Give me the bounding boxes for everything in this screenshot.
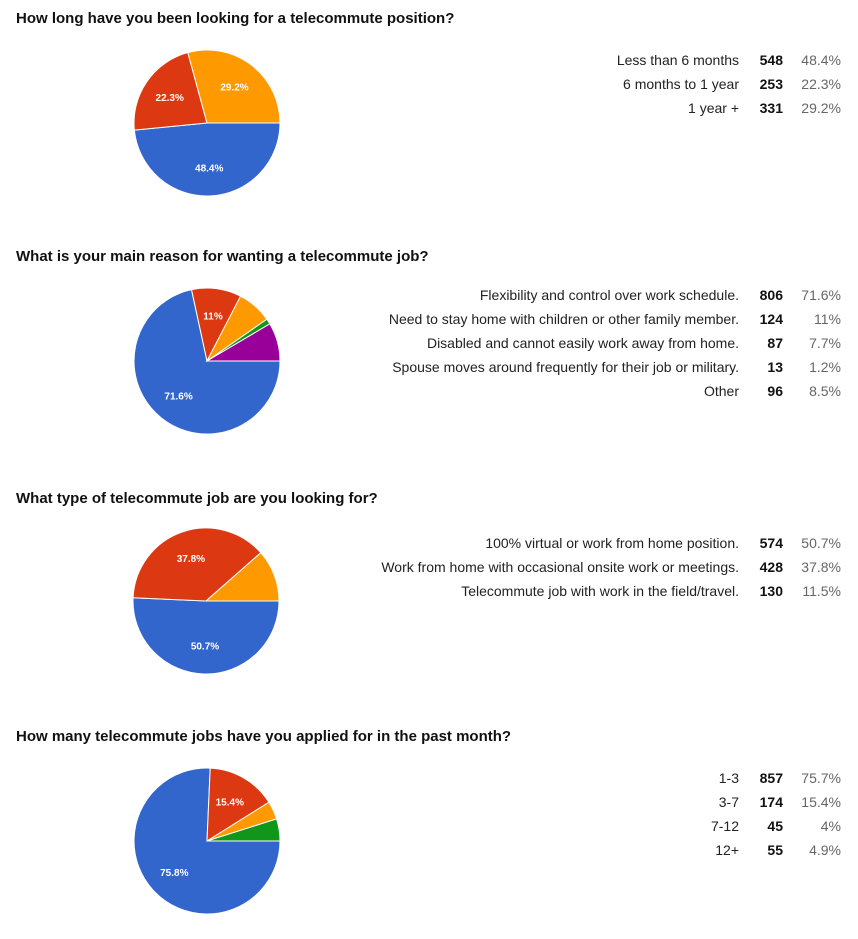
legend-count: 124 (759, 311, 783, 327)
slice-percent-label: 29.2% (220, 83, 248, 94)
legend-count: 13 (767, 359, 783, 375)
legend-row: 7-12 45 4% (711, 814, 841, 838)
legend-row: Telecommute job with work in the field/t… (381, 579, 841, 603)
legend-percent: 75.7% (801, 770, 841, 786)
legend-percent: 8.5% (809, 383, 841, 399)
legend-row: Less than 6 months 548 48.4% (617, 48, 841, 72)
legend-row: Disabled and cannot easily work away fro… (389, 331, 841, 355)
legend-label: 3-7 (718, 794, 739, 810)
pie-chart: 50.7% 37.8% (132, 527, 280, 675)
legend-percent: 15.4% (801, 794, 841, 810)
question-section-2: What is your main reason for wanting a t… (0, 248, 858, 468)
question-section-3: What type of telecommute job are you loo… (0, 490, 858, 710)
legend-count: 45 (767, 818, 783, 834)
legend-count: 130 (759, 583, 783, 599)
pie-slice (133, 51, 208, 131)
pie-slice (133, 122, 281, 197)
legend-percent: 4% (820, 818, 841, 834)
legend-percent: 1.2% (809, 359, 841, 375)
legend-table: 100% virtual or work from home position.… (381, 531, 841, 603)
legend-label: Telecommute job with work in the field/t… (461, 583, 739, 599)
legend-row: Spouse moves around frequently for their… (389, 355, 841, 379)
legend-percent: 29.2% (801, 100, 841, 116)
legend-percent: 50.7% (801, 535, 841, 551)
pie-slice (187, 49, 281, 124)
legend-percent: 37.8% (801, 559, 841, 575)
legend-table: 1-3 857 75.7% 3-7 174 15.4% 7-12 45 4% 1… (711, 766, 841, 862)
legend-label: 7-12 (710, 818, 739, 834)
legend-label: 1 year + (688, 100, 739, 116)
slice-percent-label: 22.3% (156, 93, 184, 104)
question-title: How many telecommute jobs have you appli… (16, 728, 512, 745)
pie-slice (206, 818, 281, 842)
legend-table: Flexibility and control over work schedu… (389, 283, 841, 403)
pie-chart: 71.6% 11% (133, 287, 281, 435)
legend-percent: 48.4% (801, 52, 841, 68)
legend-row: 6 months to 1 year 253 22.3% (617, 72, 841, 96)
legend-label: 12+ (715, 842, 739, 858)
legend-row: Need to stay home with children or other… (389, 307, 841, 331)
question-title: What is your main reason for wanting a t… (16, 248, 429, 265)
slice-percent-label: 48.4% (195, 164, 223, 175)
legend-percent: 7.7% (809, 335, 841, 351)
legend-count: 548 (759, 52, 783, 68)
pie-slice (132, 597, 280, 675)
pie-slice (205, 323, 281, 362)
legend-percent: 4.9% (809, 842, 841, 858)
legend-row: 3-7 174 15.4% (711, 790, 841, 814)
legend-row: Flexibility and control over work schedu… (389, 283, 841, 307)
legend-label: Less than 6 months (616, 52, 739, 68)
legend-row: 1 year + 331 29.2% (617, 96, 841, 120)
legend-table: Less than 6 months 548 48.4% 6 months to… (617, 48, 841, 120)
legend-count: 428 (759, 559, 783, 575)
legend-percent: 71.6% (801, 287, 841, 303)
slice-percent-label: 71.6% (164, 392, 192, 403)
slice-percent-label: 15.4% (216, 797, 244, 808)
legend-percent: 11% (814, 311, 841, 327)
legend-row: Other 96 8.5% (389, 379, 841, 403)
question-section-1: How long have you been looking for a tel… (0, 10, 858, 230)
legend-count: 331 (759, 100, 783, 116)
legend-count: 857 (759, 770, 783, 786)
legend-label: Flexibility and control over work schedu… (479, 287, 739, 303)
legend-row: Work from home with occasional onsite wo… (381, 555, 841, 579)
legend-count: 574 (759, 535, 783, 551)
legend-percent: 22.3% (801, 76, 841, 92)
legend-label: Other (703, 383, 739, 399)
pie-chart: 48.4% 22.3% 29.2% (133, 49, 281, 197)
legend-label: Spouse moves around frequently for their… (392, 359, 739, 375)
pie-slice (132, 527, 262, 602)
legend-percent: 11.5% (802, 583, 841, 599)
legend-label: Work from home with occasional onsite wo… (381, 559, 739, 575)
pie-slice (206, 767, 270, 842)
legend-count: 87 (767, 335, 783, 351)
legend-label: Disabled and cannot easily work away fro… (426, 335, 739, 351)
legend-row: 1-3 857 75.7% (711, 766, 841, 790)
legend-count: 253 (759, 76, 783, 92)
slice-percent-label: 50.7% (191, 642, 219, 653)
legend-count: 96 (767, 383, 783, 399)
slice-percent-label: 37.8% (177, 554, 205, 565)
pie-slice (204, 552, 280, 602)
legend-label: 6 months to 1 year (623, 76, 739, 92)
legend-label: Need to stay home with children or other… (388, 311, 739, 327)
legend-label: 100% virtual or work from home position. (485, 535, 739, 551)
slice-percent-label: 75.8% (160, 868, 188, 879)
legend-label: 1-3 (718, 770, 739, 786)
legend-row: 12+ 55 4.9% (711, 838, 841, 862)
legend-count: 55 (767, 842, 783, 858)
question-title: How long have you been looking for a tel… (16, 10, 455, 27)
legend-row: 100% virtual or work from home position.… (381, 531, 841, 555)
pie-chart: 75.8% 15.4% (133, 767, 281, 915)
slice-percent-label: 11% (203, 312, 223, 323)
question-section-4: How many telecommute jobs have you appli… (0, 728, 858, 933)
question-title: What type of telecommute job are you loo… (16, 490, 378, 507)
legend-count: 806 (759, 287, 783, 303)
legend-count: 174 (759, 794, 783, 810)
